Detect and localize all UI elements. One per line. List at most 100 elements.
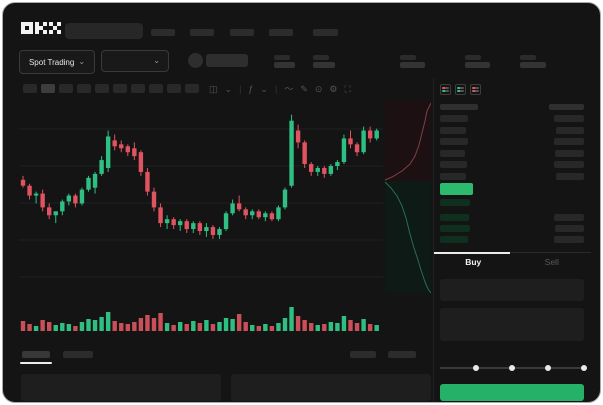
ask-amount-0[interactable] bbox=[554, 115, 584, 122]
draw-icon[interactable]: ✎ bbox=[300, 83, 308, 94]
timeframe-button-3[interactable] bbox=[77, 84, 91, 93]
buy-submit-button[interactable] bbox=[440, 384, 584, 401]
candle-body-45 bbox=[315, 167, 320, 172]
header-action-button[interactable] bbox=[206, 54, 248, 67]
volume-bar-8 bbox=[73, 326, 78, 331]
bid-price-2[interactable] bbox=[440, 225, 470, 232]
slider-stop-4[interactable] bbox=[581, 365, 587, 371]
account-avatar[interactable] bbox=[188, 53, 203, 68]
volume-bar-11 bbox=[92, 320, 98, 331]
candle-body-3 bbox=[40, 193, 45, 208]
bid-amount-3[interactable] bbox=[554, 236, 584, 243]
volume-bar-6 bbox=[60, 323, 65, 331]
candle-body-26 bbox=[191, 223, 196, 230]
ask-price-1[interactable] bbox=[440, 127, 466, 134]
indicators-icon[interactable]: ƒ bbox=[248, 83, 254, 94]
nav-item-2[interactable] bbox=[230, 29, 254, 36]
ask-amount-4[interactable] bbox=[554, 161, 584, 168]
book-combined-icon[interactable] bbox=[440, 84, 451, 95]
slider-stop-2[interactable] bbox=[509, 365, 515, 371]
amount-input[interactable] bbox=[440, 308, 584, 341]
chevron-down-icon[interactable]: ⌄ bbox=[224, 83, 233, 94]
chevron-down-icon: ⌄ bbox=[78, 57, 86, 66]
last-price-bar[interactable] bbox=[440, 183, 473, 195]
ask-amount-3[interactable] bbox=[555, 150, 584, 157]
volume-bar-54 bbox=[374, 325, 379, 331]
stat-label-0 bbox=[274, 55, 290, 60]
ask-price-2[interactable] bbox=[440, 138, 468, 145]
buy-tab[interactable]: Buy bbox=[465, 257, 482, 267]
timeframe-button-7[interactable] bbox=[149, 84, 163, 93]
timeframe-button-0[interactable] bbox=[23, 84, 37, 93]
timeframe-button-8[interactable] bbox=[167, 84, 181, 93]
candle-body-35 bbox=[250, 211, 255, 216]
bid-amount-1[interactable] bbox=[554, 214, 584, 221]
camera-icon[interactable]: ⊙ bbox=[314, 83, 323, 94]
candle-body-23 bbox=[171, 219, 176, 226]
book-asks-only-icon[interactable] bbox=[470, 84, 481, 95]
candlestick-chart[interactable] bbox=[19, 101, 431, 333]
orders-tab-secondary[interactable] bbox=[63, 351, 93, 358]
candle-body-46 bbox=[322, 167, 327, 174]
nav-item-1[interactable] bbox=[190, 29, 214, 36]
slider-stop-1[interactable] bbox=[473, 365, 479, 371]
timeframe-button-1[interactable] bbox=[41, 84, 55, 93]
ask-amount-5[interactable] bbox=[556, 173, 584, 180]
orders-filter-left[interactable] bbox=[350, 351, 376, 358]
ask-amount-1[interactable] bbox=[556, 127, 584, 134]
stat-value-4 bbox=[520, 62, 546, 68]
chevron-down-icon[interactable]: ⌄ bbox=[260, 83, 268, 94]
amount-slider[interactable] bbox=[440, 365, 587, 371]
candle-body-48 bbox=[335, 162, 340, 167]
orders-tab-active[interactable] bbox=[22, 351, 50, 358]
volume-bar-5 bbox=[53, 325, 58, 331]
nav-item-0[interactable] bbox=[151, 29, 175, 36]
volume-bar-29 bbox=[210, 324, 216, 331]
volume-bar-22 bbox=[164, 323, 170, 331]
toolbar-separator: | bbox=[274, 83, 278, 94]
bid-price-0[interactable] bbox=[440, 199, 470, 206]
timeframe-button-6[interactable] bbox=[131, 84, 145, 93]
ask-price-4[interactable] bbox=[440, 161, 467, 168]
bid-price-3[interactable] bbox=[440, 236, 468, 243]
volume-bar-1 bbox=[27, 324, 32, 331]
volume-bar-4 bbox=[47, 322, 52, 331]
candle-body-17 bbox=[132, 148, 137, 157]
candle-style-icon[interactable]: ◫ bbox=[209, 83, 218, 94]
candle-body-30 bbox=[217, 229, 222, 235]
nav-item-4[interactable] bbox=[313, 29, 338, 36]
timeframe-button-4[interactable] bbox=[95, 84, 109, 93]
candle-body-1 bbox=[27, 185, 32, 196]
ask-amount-2[interactable] bbox=[554, 138, 584, 145]
volume-bar-15 bbox=[119, 323, 124, 331]
orders-filter-right[interactable] bbox=[388, 351, 416, 358]
timeframe-button-5[interactable] bbox=[113, 84, 127, 93]
ask-price-5[interactable] bbox=[440, 173, 466, 180]
price-input[interactable] bbox=[440, 279, 584, 301]
volume-bar-18 bbox=[138, 318, 144, 331]
orderbook-header-left[interactable] bbox=[440, 104, 478, 110]
sell-tab[interactable]: Sell bbox=[544, 257, 559, 267]
volume-bar-19 bbox=[145, 315, 150, 331]
bid-price-1[interactable] bbox=[440, 214, 469, 221]
book-bids-only-icon[interactable] bbox=[455, 84, 466, 95]
nav-item-3[interactable] bbox=[269, 29, 293, 36]
candle-body-47 bbox=[328, 166, 334, 174]
market-type-selector[interactable]: Spot Trading ⌄ bbox=[19, 50, 95, 74]
pair-selector[interactable]: ⌄ bbox=[101, 50, 169, 72]
orders-panel-right bbox=[231, 374, 431, 401]
ask-price-3[interactable] bbox=[440, 150, 465, 157]
search-input[interactable] bbox=[65, 23, 143, 39]
volume-bar-20 bbox=[151, 318, 157, 331]
timeframe-button-9[interactable] bbox=[185, 84, 199, 93]
timeframe-button-2[interactable] bbox=[59, 84, 73, 93]
ask-price-0[interactable] bbox=[440, 115, 468, 122]
settings-icon[interactable]: ⚙ bbox=[329, 83, 338, 94]
bid-amount-2[interactable] bbox=[555, 225, 584, 232]
fullscreen-icon[interactable]: ⛶ bbox=[344, 83, 351, 94]
slider-stop-3[interactable] bbox=[545, 365, 551, 371]
trend-line-icon[interactable]: 〜 bbox=[284, 83, 294, 94]
orderbook-header-right[interactable] bbox=[549, 104, 584, 110]
candle-body-14 bbox=[112, 140, 117, 147]
volume-bar-27 bbox=[197, 323, 203, 331]
